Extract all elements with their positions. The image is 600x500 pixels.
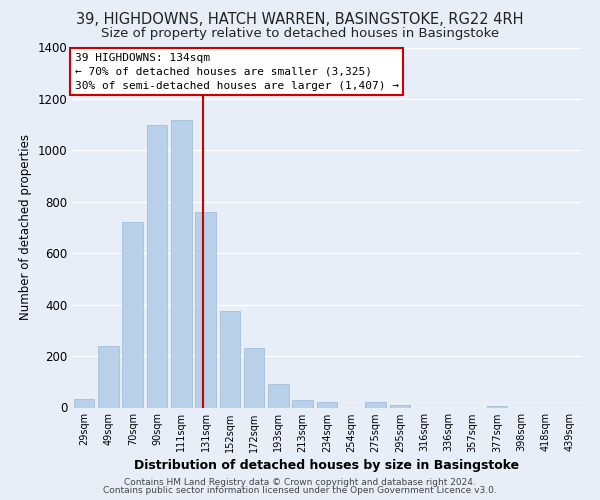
Bar [268,384,289,407]
Bar [171,120,191,408]
Bar [292,400,313,407]
Bar [98,346,119,408]
Bar [220,311,240,408]
Bar [389,405,410,407]
Bar [74,398,94,407]
Text: Contains public sector information licensed under the Open Government Licence v3: Contains public sector information licen… [103,486,497,495]
Bar [122,222,143,408]
Bar [487,406,508,407]
Text: 39 HIGHDOWNS: 134sqm
← 70% of detached houses are smaller (3,325)
30% of semi-de: 39 HIGHDOWNS: 134sqm ← 70% of detached h… [74,53,398,91]
Bar [365,402,386,407]
Bar [317,402,337,407]
Text: 39, HIGHDOWNS, HATCH WARREN, BASINGSTOKE, RG22 4RH: 39, HIGHDOWNS, HATCH WARREN, BASINGSTOKE… [76,12,524,28]
Text: Size of property relative to detached houses in Basingstoke: Size of property relative to detached ho… [101,28,499,40]
Y-axis label: Number of detached properties: Number of detached properties [19,134,32,320]
X-axis label: Distribution of detached houses by size in Basingstoke: Distribution of detached houses by size … [134,459,520,472]
Bar [195,212,216,408]
Bar [146,124,167,408]
Text: Contains HM Land Registry data © Crown copyright and database right 2024.: Contains HM Land Registry data © Crown c… [124,478,476,487]
Bar [244,348,265,408]
